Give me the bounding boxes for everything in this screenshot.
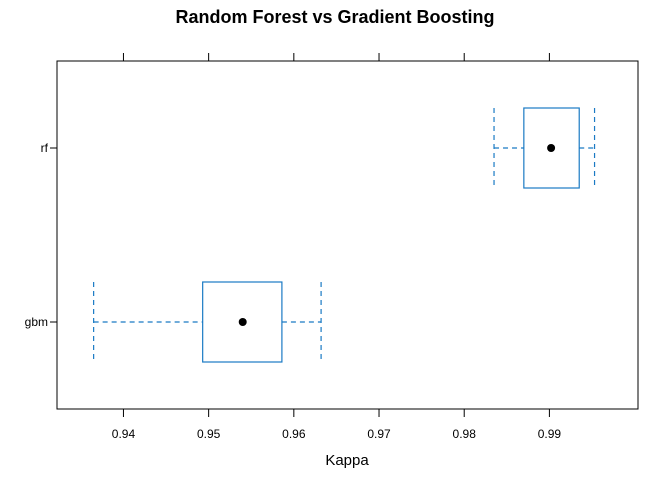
box-group-gbm: [93, 281, 322, 363]
x-tick-label: 0.97: [367, 427, 391, 441]
y-tick-label: gbm: [25, 315, 48, 329]
chart-title: Random Forest vs Gradient Boosting: [175, 7, 494, 27]
bottom-ticks: [122, 409, 550, 417]
median-dot: [238, 318, 247, 326]
plot-frame: [56, 60, 639, 410]
x-tick-label: 0.96: [282, 427, 306, 441]
y-category-labels: rf gbm: [25, 141, 57, 329]
iqr-box: [523, 107, 580, 189]
iqr-box: [202, 281, 283, 363]
box-group-rf: [493, 107, 596, 189]
median-dot: [547, 144, 556, 152]
x-tick-label: 0.95: [197, 427, 221, 441]
x-tick-labels: 0.94 0.95 0.96 0.97 0.98 0.99: [112, 427, 562, 441]
x-tick-label: 0.94: [112, 427, 136, 441]
y-tick-label: rf: [41, 141, 49, 155]
x-tick-label: 0.98: [453, 427, 477, 441]
x-tick-label: 0.99: [538, 427, 562, 441]
top-ticks: [122, 53, 550, 61]
boxes: [93, 107, 596, 363]
x-axis-label: Kappa: [325, 452, 369, 469]
